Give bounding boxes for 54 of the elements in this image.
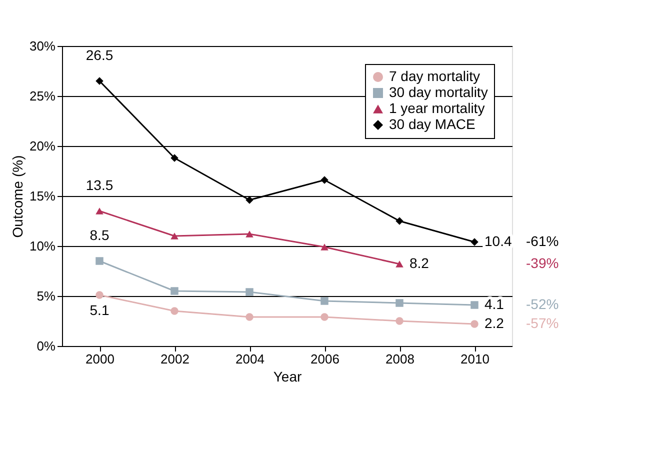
y-axis-title: Outcome (%) [9, 155, 26, 238]
point [396, 317, 404, 325]
point [470, 238, 478, 246]
point [396, 260, 404, 268]
point [470, 301, 478, 309]
legend-label: 1 year mortality [389, 100, 485, 116]
point [470, 320, 478, 328]
legend-label: 30 day MACE [389, 116, 476, 132]
point [170, 154, 178, 162]
point [246, 196, 254, 204]
point [170, 307, 178, 315]
point [246, 288, 254, 296]
point [246, 313, 254, 321]
point [170, 232, 178, 240]
point [96, 208, 104, 214]
data-label: 13.5 [86, 177, 114, 193]
text: -61% [526, 233, 559, 249]
x-tick-label: 2004 [236, 352, 264, 366]
point [96, 257, 104, 265]
point [246, 230, 254, 238]
x-tick-label: 2000 [86, 352, 114, 366]
point [170, 287, 178, 295]
data-label: 10.4 [484, 233, 512, 249]
y-tick-label: 30% [29, 38, 56, 54]
legend-label: 7 day mortality [389, 68, 480, 84]
y-tick-label: 25% [29, 88, 56, 104]
y-tick-label: 10% [29, 238, 56, 254]
x-tick-label: 2002 [160, 352, 190, 366]
data-label: 2.2 [484, 315, 504, 331]
point [320, 244, 328, 250]
point [320, 313, 328, 321]
point [96, 77, 104, 85]
data-label: 5.1 [90, 302, 110, 318]
x-tick-label: 2008 [386, 352, 414, 366]
text: -57% [526, 315, 559, 331]
point [396, 299, 404, 307]
text: -52% [526, 296, 559, 312]
y-tick-label: 20% [29, 138, 56, 154]
point [320, 176, 328, 184]
x-axis-title: Year [273, 368, 302, 384]
y-tick-label: 5% [36, 288, 56, 304]
point [396, 217, 404, 225]
y-tick-label: 15% [29, 188, 56, 204]
y-tick-label: 0% [36, 338, 56, 354]
text: -39% [526, 255, 559, 271]
point [320, 297, 328, 305]
point [96, 291, 104, 299]
x-tick-label: 2006 [310, 352, 340, 366]
data-label: 26.5 [86, 47, 114, 63]
data-label: 4.1 [484, 296, 504, 312]
legend-label: 30 day mortality [389, 84, 488, 100]
data-label: 8.5 [90, 227, 110, 243]
x-tick-label: 2010 [460, 352, 490, 366]
data-label: 8.2 [410, 255, 430, 271]
